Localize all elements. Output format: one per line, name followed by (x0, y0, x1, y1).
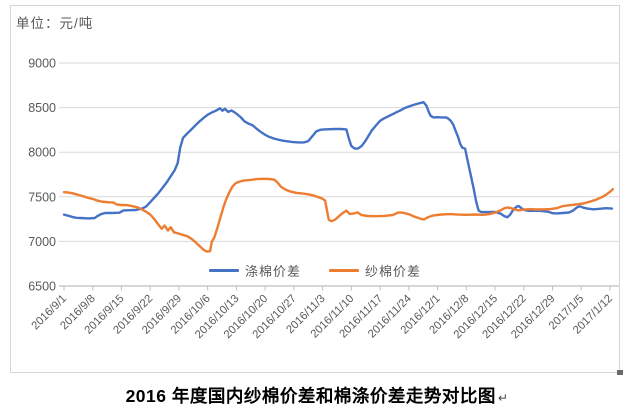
y-tick-label: 8500 (28, 101, 56, 115)
legend-item-1[interactable]: 纱棉价差 (329, 261, 421, 280)
series-line-1 (62, 177, 614, 253)
y-tick-label: 9000 (28, 57, 56, 71)
legend-line-swatch (329, 269, 359, 272)
y-tick-label: 6500 (28, 280, 56, 294)
legend-line-swatch (208, 269, 239, 272)
line-chart: 6500700075008000850090002016/9/12016/9/8… (28, 57, 619, 341)
y-tick-label: 7000 (28, 235, 56, 249)
y-tick-label: 7500 (28, 190, 56, 204)
resize-handle-icon[interactable] (617, 370, 623, 375)
series-line-0 (62, 100, 614, 220)
y-tick-label: 8000 (28, 146, 56, 160)
axis-unit-label: 单位：元/吨 (16, 16, 94, 31)
legend-label: 涤棉价差 (244, 264, 301, 279)
caption-text: 2016 年度国内纱棉价差和棉涤价差走势对比图 (125, 386, 496, 406)
legend-item-0[interactable]: 涤棉价差 (208, 261, 301, 280)
paragraph-mark-icon: ↵ (497, 391, 509, 405)
chart-caption: 2016 年度国内纱棉价差和棉涤价差走势对比图 ↵ (0, 383, 634, 408)
chart-frame[interactable]: 单位：元/吨 6500 7000 7500 8000 8500 9000 2016/9/1 2… (10, 5, 623, 375)
chart-legend: 涤棉价差 纱棉价差 (11, 261, 619, 280)
legend-label: 纱棉价差 (365, 264, 422, 279)
